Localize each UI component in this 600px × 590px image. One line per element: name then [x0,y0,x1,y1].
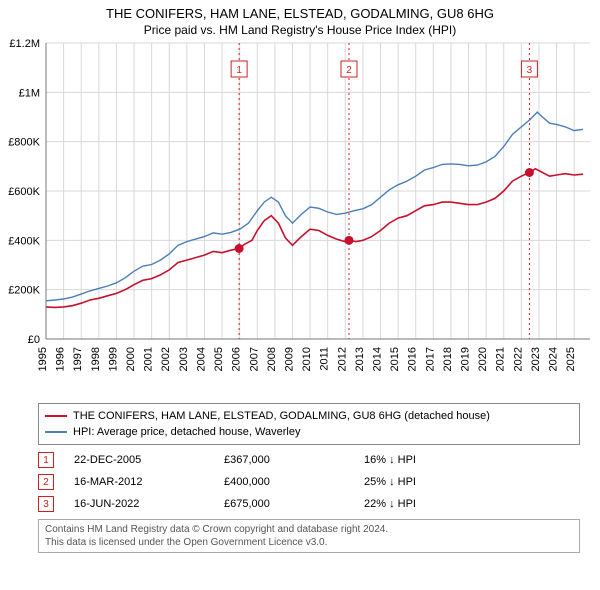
x-tick-label: 2018 [442,347,454,371]
y-tick-label: £800K [8,137,40,149]
x-tick-label: 2006 [231,347,243,371]
x-tick-label: 2005 [213,347,225,371]
x-tick-label: 2020 [477,347,489,371]
sale-row: 2 16-MAR-2012£400,00025% ↓ HPI [38,471,580,493]
legend-label: THE CONIFERS, HAM LANE, ELSTEAD, GODALMI… [73,410,490,422]
sale-badge: 3 [38,496,54,512]
y-tick-label: £400K [8,235,40,247]
sale-dot [235,244,244,253]
x-tick-label: 2007 [248,347,260,371]
footer-attribution: Contains HM Land Registry data © Crown c… [38,519,580,553]
x-tick-label: 2004 [195,347,207,371]
sale-dot [525,168,534,177]
x-tick-label: 1999 [107,347,119,371]
x-tick-label: 2003 [178,347,190,371]
x-tick-label: 2014 [371,347,383,371]
sale-price: £400,000 [224,476,364,488]
x-tick-label: 2012 [336,347,348,371]
x-tick-label: 2015 [389,347,401,371]
title-line-2: Price paid vs. HM Land Registry's House … [0,23,600,37]
sale-row: 1 22-DEC-2005£367,00016% ↓ HPI [38,449,580,471]
x-tick-label: 2019 [460,347,472,371]
x-tick-label: 2000 [125,347,137,371]
footer-line-2: This data is licensed under the Open Gov… [45,536,573,549]
sale-date: 22-DEC-2005 [74,454,224,466]
y-tick-label: £1M [19,87,40,99]
x-tick-label: 2002 [160,347,172,371]
x-tick-label: 2021 [495,347,507,371]
y-tick-label: £600K [8,186,40,198]
x-tick-label: 2023 [530,347,542,371]
sale-marker-number: 3 [527,65,533,76]
footer-line-1: Contains HM Land Registry data © Crown c… [45,523,573,536]
x-tick-label: 2016 [407,347,419,371]
sale-price: £367,000 [224,454,364,466]
sale-marker-number: 1 [236,65,242,76]
x-tick-label: 2025 [565,347,577,371]
x-tick-label: 2001 [143,347,155,371]
x-tick-label: 1996 [55,347,67,371]
x-tick-label: 2009 [283,347,295,371]
x-tick-label: 2022 [512,347,524,371]
y-tick-label: £200K [8,285,40,297]
sales-table: 1 22-DEC-2005£367,00016% ↓ HPI 2 16-MAR-201… [38,449,580,515]
legend: THE CONIFERS, HAM LANE, ELSTEAD, GODALMI… [38,403,580,445]
sale-badge: 1 [38,452,54,468]
y-tick-label: £1.2M [9,38,40,50]
x-tick-label: 2017 [424,347,436,371]
sale-date: 16-JUN-2022 [74,498,224,510]
x-tick-label: 2008 [266,347,278,371]
sale-diff: 25% ↓ HPI [364,476,416,488]
x-tick-label: 2010 [301,347,313,371]
chart-svg: £0 £200K £400K £600K £800K £1M £1.2M 1995 1996 19… [0,37,600,397]
x-tick-label: 2011 [319,347,331,371]
sale-diff: 22% ↓ HPI [364,498,416,510]
sale-date: 16-MAR-2012 [74,476,224,488]
sale-price: £675,000 [224,498,364,510]
price-chart: £0 £200K £400K £600K £800K £1M £1.2M 1995 1996 19… [0,37,600,397]
x-tick-label: 2024 [548,347,560,371]
sale-dot [344,236,353,245]
legend-swatch [45,431,67,433]
x-tick-label: 1995 [37,347,49,371]
legend-row: HPI: Average price, detached house, Wave… [45,424,573,440]
legend-swatch [45,415,67,417]
legend-label: HPI: Average price, detached house, Wave… [73,426,300,438]
sale-marker-number: 2 [346,65,352,76]
x-tick-label: 1997 [72,347,84,371]
legend-row: THE CONIFERS, HAM LANE, ELSTEAD, GODALMI… [45,408,573,424]
x-tick-label: 2013 [354,347,366,371]
sale-row: 3 16-JUN-2022£675,00022% ↓ HPI [38,493,580,515]
sale-badge: 2 [38,474,54,490]
y-tick-label: £0 [28,334,40,346]
sale-diff: 16% ↓ HPI [364,454,416,466]
x-tick-label: 1998 [90,347,102,371]
title-line-1: THE CONIFERS, HAM LANE, ELSTEAD, GODALMI… [0,6,600,21]
